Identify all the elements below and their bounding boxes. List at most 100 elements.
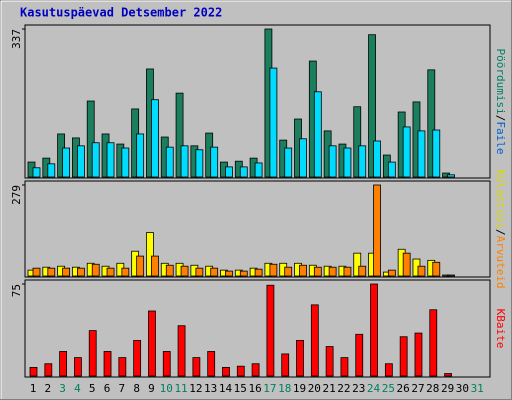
bar	[355, 333, 364, 377]
x-tick-label: 29	[441, 382, 454, 395]
x-tick-label: 23	[352, 382, 365, 395]
bar	[91, 142, 100, 178]
bar	[121, 267, 130, 277]
bar	[151, 99, 159, 178]
legend-separator: /	[494, 115, 507, 122]
bar	[299, 264, 307, 277]
bar	[222, 367, 230, 377]
x-tick-label: 21	[323, 382, 336, 395]
x-tick-label: 4	[74, 382, 81, 395]
legend-entry: KBaite	[494, 309, 507, 349]
legend-entry: Pöördumisi	[494, 49, 507, 115]
x-tick-label: 9	[148, 382, 155, 395]
bar	[225, 166, 233, 178]
x-tick-label: 7	[119, 382, 126, 395]
bar	[106, 142, 115, 178]
bar	[47, 163, 56, 178]
bar	[432, 261, 441, 277]
bar	[387, 269, 396, 277]
bar	[325, 346, 334, 377]
bar	[387, 161, 396, 178]
bar	[195, 149, 204, 178]
x-tick-label: 1	[30, 382, 37, 395]
bar	[402, 126, 411, 178]
legend-entry: Faile	[494, 121, 507, 154]
plot-area	[24, 279, 491, 378]
legend: Külastusi/Arvuteid	[494, 169, 507, 288]
x-tick-label: 20	[308, 382, 321, 395]
x-tick-label: 6	[104, 382, 111, 395]
bar	[207, 351, 216, 377]
x-tick-label: 27	[411, 382, 424, 395]
x-tick-label: 11	[174, 382, 187, 395]
bar	[165, 264, 174, 277]
bar	[88, 330, 97, 377]
bar	[370, 283, 378, 377]
bar	[133, 340, 142, 377]
bar	[373, 140, 381, 178]
bar	[447, 174, 455, 178]
bar	[417, 130, 426, 178]
bar	[103, 351, 112, 377]
x-tick-label: 22	[337, 382, 350, 395]
legend: Pöördumisi/Faile	[494, 49, 507, 155]
chart-title: Kasutuspäevad Detsember 2022	[20, 6, 222, 20]
bar	[444, 373, 452, 377]
bar	[44, 363, 53, 377]
bar	[175, 92, 184, 178]
bar	[384, 363, 393, 377]
bar	[177, 325, 186, 377]
bar	[269, 67, 278, 178]
x-tick-label: 16	[248, 382, 261, 395]
bar	[251, 363, 260, 377]
y-tick-label: 75	[10, 284, 23, 297]
bar	[447, 274, 455, 277]
bar	[427, 69, 436, 178]
bar	[373, 184, 381, 277]
bar	[353, 252, 362, 277]
bar	[340, 357, 349, 377]
bar	[429, 309, 438, 377]
bar	[91, 263, 100, 277]
y-tick-label: 337	[10, 29, 23, 49]
bar	[313, 266, 322, 277]
bar	[121, 147, 130, 178]
x-tick-label: 12	[189, 382, 202, 395]
x-tick-label: 18	[278, 382, 291, 395]
x-tick-label: 30	[456, 382, 469, 395]
bar	[358, 265, 367, 277]
bar	[417, 265, 426, 277]
bar	[195, 267, 204, 277]
bar	[328, 145, 337, 178]
bar	[299, 138, 307, 178]
bar	[402, 252, 411, 277]
bar	[136, 133, 145, 178]
bar	[254, 268, 263, 277]
bar	[239, 270, 248, 277]
bar	[225, 270, 233, 277]
bar	[32, 267, 41, 277]
bar	[62, 147, 71, 178]
legend-entry: Külastusi	[494, 169, 507, 229]
x-tick-label: 31	[471, 382, 484, 395]
bar	[310, 304, 319, 377]
bar	[165, 146, 174, 178]
bar	[162, 351, 171, 377]
x-tick-label: 13	[204, 382, 217, 395]
bar	[148, 310, 156, 377]
bar	[192, 357, 201, 377]
bar	[343, 147, 352, 178]
bar	[284, 266, 293, 277]
bar	[210, 267, 219, 277]
bar	[328, 266, 337, 277]
bar	[118, 357, 127, 377]
bar	[59, 351, 68, 377]
x-tick-label: 17	[263, 382, 276, 395]
legend: KBaite	[494, 309, 507, 349]
legend-entry: Arvuteid	[494, 236, 507, 289]
bar	[180, 265, 189, 277]
bar	[432, 129, 441, 178]
bar	[266, 284, 275, 377]
x-tick-label: 14	[219, 382, 233, 395]
